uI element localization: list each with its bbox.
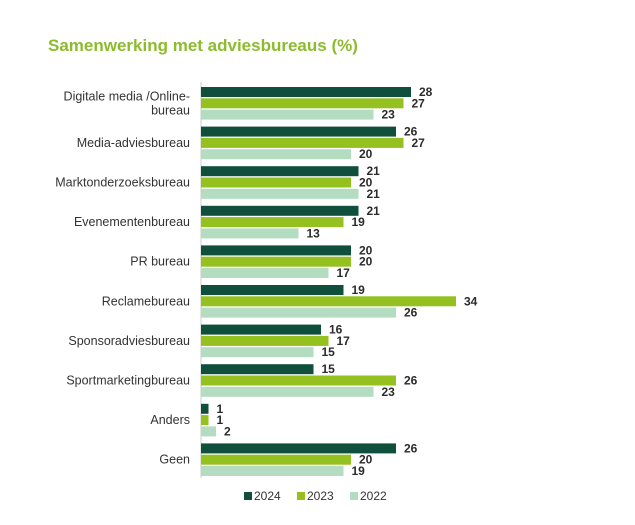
- bar-2023: [201, 415, 209, 426]
- bar-2022: [201, 149, 351, 160]
- chart-title: Samenwerking met adviesbureaus (%): [48, 36, 358, 55]
- bar-2024: [201, 403, 209, 414]
- bar-2023: [201, 137, 404, 148]
- category-label: Reclamebureau: [102, 294, 190, 308]
- data-label: 21: [367, 164, 381, 178]
- bar-2023: [201, 335, 329, 346]
- data-label: 27: [412, 136, 426, 150]
- data-label: 34: [464, 294, 478, 308]
- data-label: 19: [352, 464, 366, 478]
- bar-2024: [201, 245, 351, 256]
- data-label: 19: [352, 215, 366, 229]
- category-label: Marktonderzoeksbureau: [55, 176, 190, 190]
- data-label: 17: [337, 334, 351, 348]
- bar-2023: [201, 454, 351, 465]
- data-label: 13: [307, 226, 321, 240]
- bar-2024: [201, 205, 359, 216]
- data-label: 15: [322, 362, 336, 376]
- bar-2023: [201, 375, 396, 386]
- category-label: bureau: [151, 103, 190, 117]
- data-label: 20: [359, 243, 373, 257]
- category-label: Sportmarketingbureau: [66, 374, 190, 388]
- data-label: 26: [404, 306, 418, 320]
- bar-2024: [201, 87, 411, 97]
- bar-2024: [201, 364, 314, 375]
- legend-label: 2023: [307, 489, 334, 503]
- bar-2024: [201, 166, 359, 177]
- category-label: Evenementenbureau: [74, 215, 190, 229]
- data-label: 1: [217, 402, 224, 416]
- bar-2023: [201, 177, 351, 188]
- bar-2023: [201, 98, 404, 109]
- data-label: 23: [382, 385, 396, 399]
- bar-2024: [201, 126, 396, 137]
- bar-2023: [201, 256, 351, 267]
- legend-swatch-2022: [350, 492, 358, 500]
- data-label: 28: [419, 85, 433, 99]
- data-label: 15: [322, 345, 336, 359]
- bar-2022: [201, 188, 359, 199]
- bar-2022: [201, 268, 329, 278]
- bar-2024: [201, 285, 344, 295]
- data-label: 20: [359, 176, 373, 190]
- data-label: 2: [224, 424, 231, 438]
- data-label: 1: [217, 413, 224, 427]
- category-label: PR bureau: [130, 255, 190, 269]
- bar-2022: [201, 386, 374, 397]
- bar-2022: [201, 347, 314, 358]
- legend-label: 2022: [360, 489, 387, 503]
- bar-2024: [201, 324, 321, 335]
- bar-2023: [201, 296, 456, 307]
- data-label: 20: [359, 147, 373, 161]
- bar-2022: [201, 307, 396, 318]
- data-label: 26: [404, 125, 418, 139]
- category-label: Anders: [150, 413, 190, 427]
- category-label: Sponsoradviesbureau: [68, 334, 190, 348]
- data-label: 21: [367, 204, 381, 218]
- data-label: 17: [337, 266, 351, 280]
- legend-swatch-2024: [244, 492, 252, 500]
- data-label: 20: [359, 255, 373, 269]
- legend-swatch-2023: [297, 492, 305, 500]
- category-label: Digitale media /Online-: [64, 89, 190, 103]
- bar-2022: [201, 466, 344, 476]
- bar-2023: [201, 217, 344, 228]
- data-label: 20: [359, 453, 373, 467]
- bar-2022: [201, 109, 374, 120]
- category-label: Media-adviesbureau: [77, 136, 190, 150]
- data-label: 21: [367, 187, 381, 201]
- legend-label: 2024: [254, 489, 281, 503]
- bar-2022: [201, 426, 216, 437]
- data-label: 16: [329, 323, 343, 337]
- data-label: 19: [352, 283, 366, 297]
- data-label: 23: [382, 108, 396, 122]
- data-label: 27: [412, 96, 426, 110]
- data-label: 26: [404, 374, 418, 388]
- bar-2024: [201, 443, 396, 454]
- category-label: Geen: [159, 453, 190, 467]
- data-label: 26: [404, 441, 418, 455]
- bar-2022: [201, 228, 299, 239]
